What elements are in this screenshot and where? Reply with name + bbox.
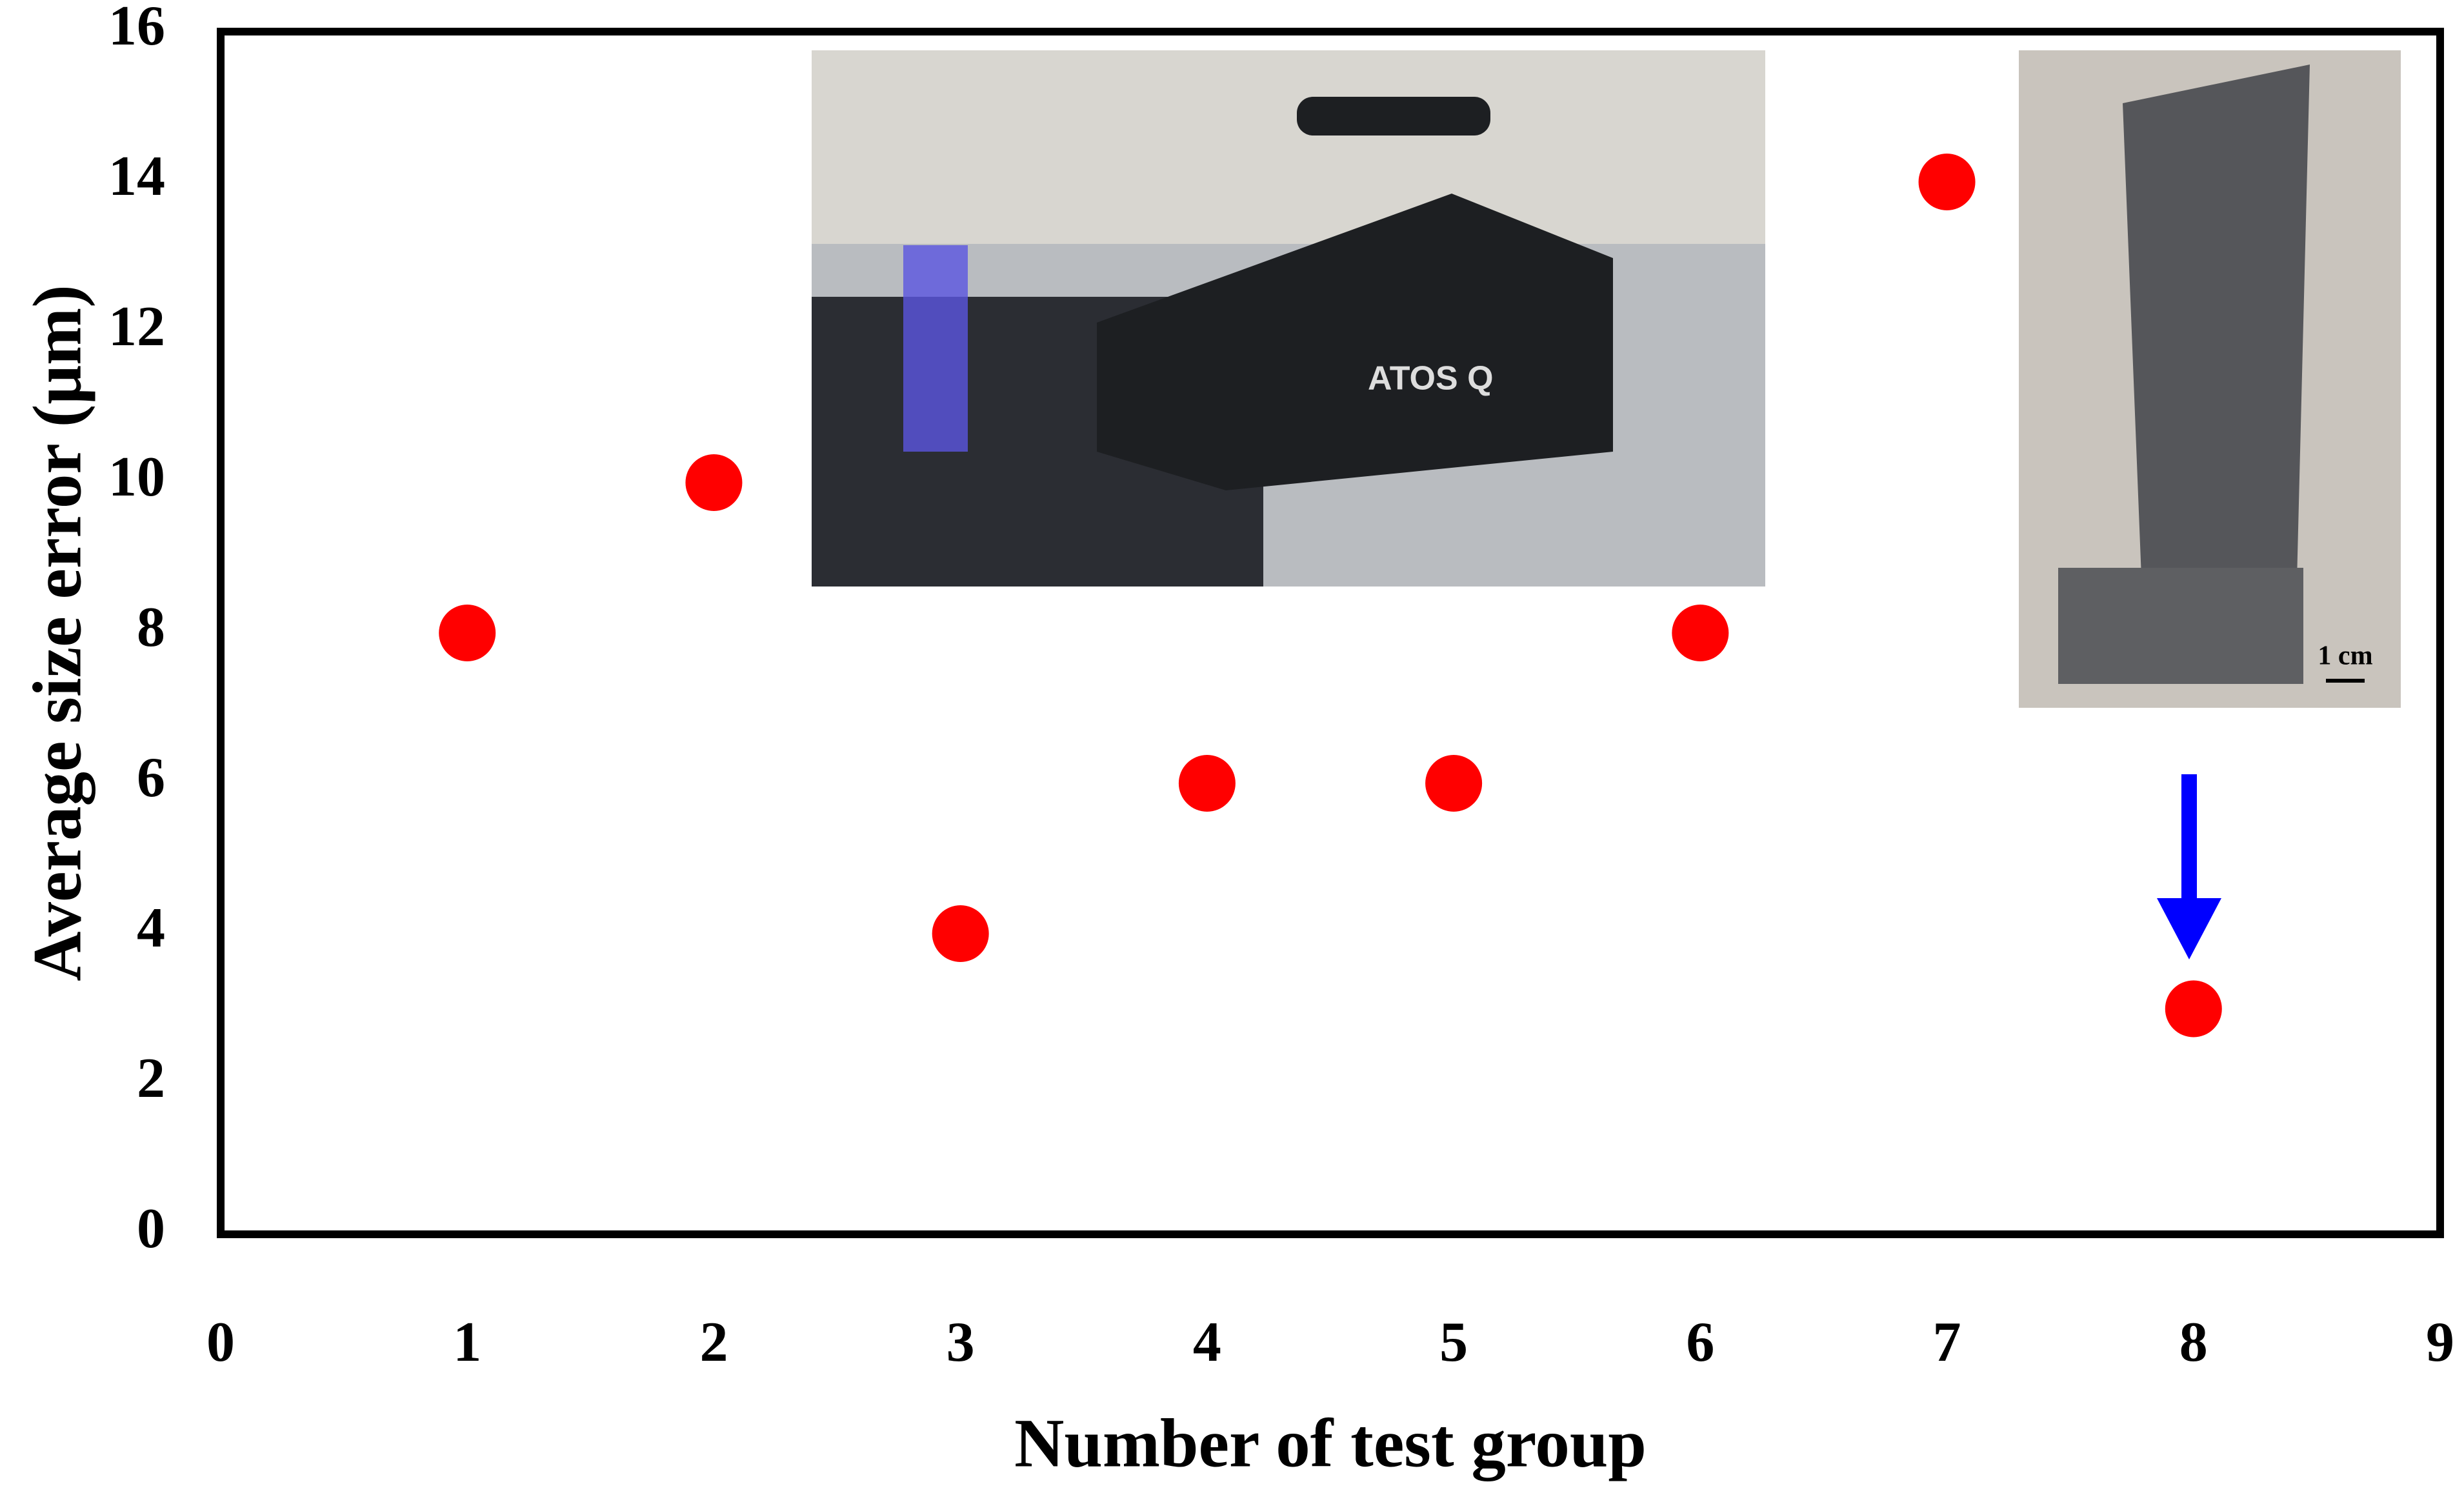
point — [1918, 154, 1976, 210]
x-tick-label: 2 — [699, 1311, 728, 1374]
inset-photo-blade: 1 cm — [2019, 50, 2401, 708]
y-tick-label: 4 — [137, 897, 165, 959]
y-tick-label: 12 — [108, 296, 165, 358]
point — [932, 905, 989, 962]
x-tick-label: 7 — [1933, 1311, 1961, 1374]
point — [1178, 755, 1236, 812]
photo-label: ATOS Q — [1368, 360, 1494, 397]
point — [2165, 980, 2222, 1038]
point — [1672, 605, 1729, 661]
x-tick-label: 0 — [206, 1311, 235, 1374]
y-tick-label: 14 — [108, 145, 165, 208]
y-axis-label: Average size error (μm) — [20, 285, 96, 981]
point — [439, 605, 496, 661]
inset-photo-scanner: ATOS Q — [812, 50, 1765, 587]
point — [1425, 755, 1483, 812]
x-tick-label: 8 — [2179, 1311, 2208, 1374]
scale-bar-label: 1 cm — [2318, 641, 2372, 671]
x-tick-label: 4 — [1193, 1311, 1221, 1374]
y-tick-label: 6 — [137, 747, 165, 809]
plot-frame — [217, 28, 2444, 1238]
arrow — [2157, 774, 2221, 959]
y-tick-label: 10 — [108, 446, 165, 508]
x-axis-label: Number of test group — [1014, 1406, 1647, 1482]
point — [685, 454, 743, 511]
x-tick-label: 1 — [453, 1311, 481, 1374]
y-tick-label: 8 — [137, 596, 165, 659]
x-tick-label: 5 — [1439, 1311, 1468, 1374]
x-tick-label: 3 — [947, 1311, 975, 1374]
x-tick-label: 6 — [1686, 1311, 1714, 1374]
y-tick-label: 2 — [137, 1047, 165, 1110]
x-tick-label: 9 — [2426, 1311, 2454, 1374]
y-tick-label: 16 — [108, 0, 165, 57]
y-tick-label: 0 — [137, 1198, 165, 1260]
